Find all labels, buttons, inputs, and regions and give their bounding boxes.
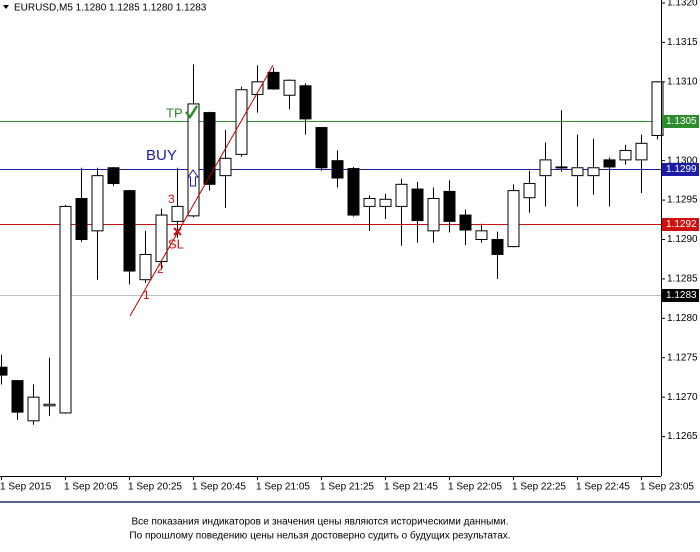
y-tick-label: 1.1275 bbox=[667, 352, 698, 363]
x-tick-label: 1 Sep 20:45 bbox=[192, 482, 246, 493]
candle-body bbox=[283, 79, 296, 96]
y-tick-label: 1.1280 bbox=[667, 313, 698, 324]
candle-body bbox=[571, 167, 584, 177]
candle-body bbox=[251, 81, 264, 95]
candle-body bbox=[299, 85, 312, 120]
level-label-box bbox=[662, 163, 699, 176]
candle-body bbox=[539, 159, 552, 177]
candle-body bbox=[219, 157, 232, 177]
footer-text: По прошлому поведению цены нельзя достов… bbox=[129, 530, 510, 542]
level-label: 1.1305 bbox=[666, 116, 697, 127]
x-tick-label: 1 Sep 21:45 bbox=[384, 482, 438, 493]
x-tick-label: 1 Sep 20:05 bbox=[64, 482, 118, 493]
x-tick-label: 1 Sep 23:05 bbox=[640, 482, 694, 493]
y-tick-label: 1.1265 bbox=[667, 431, 698, 442]
y-tick-label: 1.1270 bbox=[667, 392, 698, 403]
x-tick-label: 1 Sep 21:05 bbox=[256, 482, 310, 493]
candle-body bbox=[603, 159, 616, 168]
candle-body bbox=[171, 205, 184, 222]
x-tick-label: 1 Sep 22:25 bbox=[512, 482, 566, 493]
candle-body bbox=[139, 253, 152, 281]
trendline bbox=[129, 65, 274, 317]
level-label-box bbox=[662, 115, 699, 128]
candle-body bbox=[363, 198, 376, 207]
x-tick-label: 1 Sep 21:25 bbox=[320, 482, 374, 493]
candle-body bbox=[11, 380, 24, 413]
candle-body bbox=[635, 142, 648, 161]
candle-body bbox=[59, 205, 72, 414]
candle-body bbox=[75, 198, 88, 240]
candle-body bbox=[347, 168, 360, 216]
tp-label: TP bbox=[166, 105, 183, 120]
wave-label: 2 bbox=[157, 262, 164, 276]
candle-body bbox=[555, 166, 568, 169]
candle-body bbox=[43, 403, 56, 407]
y-tick-label: 1.1290 bbox=[667, 234, 698, 245]
candle-body bbox=[587, 167, 600, 177]
candle-body bbox=[491, 239, 504, 255]
x-tick-label: 1 Sep 2015 bbox=[0, 482, 52, 493]
candle-body bbox=[91, 175, 104, 232]
candle-body bbox=[651, 81, 664, 136]
level-label: 1.1299 bbox=[666, 164, 697, 175]
candle-body bbox=[331, 160, 344, 179]
level-label: 1.1283 bbox=[666, 290, 697, 301]
chart-title: EURUSD,M5 1.1280 1.1285 1.1280 1.1283 bbox=[14, 3, 207, 14]
candle-body bbox=[459, 214, 472, 231]
plot bbox=[0, 64, 664, 425]
buy-label: BUY bbox=[146, 147, 177, 164]
candle-body bbox=[27, 396, 40, 422]
y-tick-label: 1.1285 bbox=[667, 274, 698, 285]
candle-body bbox=[267, 71, 280, 90]
candle-body bbox=[107, 167, 120, 185]
candle-body bbox=[507, 190, 520, 248]
y-tick-label: 1.1300 bbox=[667, 155, 698, 166]
candle-body bbox=[411, 188, 424, 222]
candle-body bbox=[443, 190, 456, 222]
candle-body bbox=[187, 103, 200, 217]
x-tick-label: 1 Sep 22:05 bbox=[448, 482, 502, 493]
candle-body bbox=[523, 183, 536, 199]
buy-arrow bbox=[187, 169, 199, 187]
tp-check bbox=[185, 105, 199, 120]
candle-body bbox=[315, 127, 328, 169]
y-tick-label: 1.1320 bbox=[667, 0, 698, 9]
candle-body bbox=[235, 89, 248, 155]
candle-body bbox=[475, 230, 488, 241]
wave-label: 1 bbox=[143, 288, 150, 302]
sl-label: SL bbox=[168, 236, 184, 251]
x-tick-label: 1 Sep 22:45 bbox=[576, 482, 630, 493]
footer-text: Все показания индикаторов и значения цен… bbox=[131, 517, 508, 528]
x-tick-label: 1 Sep 20:25 bbox=[128, 482, 182, 493]
menu-icon bbox=[3, 5, 9, 9]
level-label-box bbox=[662, 289, 699, 302]
candle-body bbox=[427, 198, 440, 232]
y-tick-label: 1.1310 bbox=[667, 76, 698, 87]
candle-body bbox=[203, 112, 216, 185]
y-tick-label: 1.1295 bbox=[667, 195, 698, 206]
wave-label: 3 bbox=[168, 192, 175, 206]
y-tick-label: 1.1315 bbox=[667, 37, 698, 48]
candle-body bbox=[619, 149, 632, 161]
level-label: 1.1292 bbox=[666, 219, 697, 230]
candle-body bbox=[395, 183, 408, 207]
candle-body bbox=[0, 366, 8, 376]
candle-body bbox=[123, 190, 136, 272]
candle-body bbox=[379, 198, 392, 207]
level-label-box bbox=[662, 218, 699, 231]
sl-cross bbox=[173, 227, 182, 236]
